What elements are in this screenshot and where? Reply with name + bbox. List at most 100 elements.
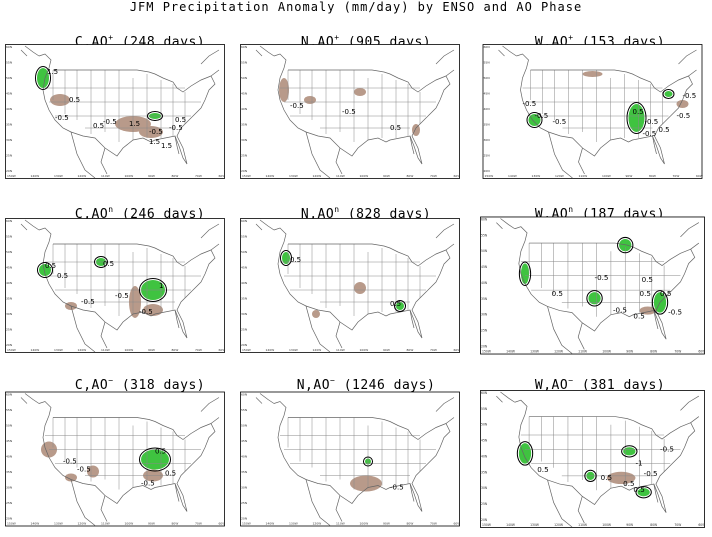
contour-label: 0.5 (633, 108, 644, 116)
state-boundaries (45, 435, 201, 476)
longitude-tick-label: 140W (266, 522, 275, 526)
anomaly-contour (37, 262, 53, 278)
coastline (200, 397, 220, 424)
latitude-tick-label: 45N (6, 92, 12, 96)
longitude-tick-label: 70W (430, 174, 437, 178)
wet-anomaly-area (518, 443, 532, 464)
anomaly-contour (35, 66, 51, 90)
map-frame (240, 391, 460, 527)
map-panel-n-aon: 0.5 0.5 150W 140W 130W 120W 110W 100W 90W 80W 70W 6… (240, 218, 460, 353)
longitude-tick-label: 120W (313, 522, 322, 526)
longitude-tick-label: 90W (383, 174, 390, 178)
anomaly-contour (586, 290, 603, 307)
panel-title-c-aominus: C,AO− (318 days) (30, 374, 250, 393)
latitude-tick-label: 30N (241, 312, 247, 316)
latitude-tick-label: 45N (241, 92, 247, 96)
contour-label: 1.5 (161, 142, 172, 150)
panel-phase: C,AO (74, 207, 109, 222)
latitude-tick-label: 35N (484, 123, 490, 127)
latitude-tick-label: 60N (481, 391, 487, 395)
wet-anomaly-area (628, 104, 645, 132)
latitude-tick-label: 25N (6, 501, 12, 505)
ao-superscript: + (334, 33, 340, 42)
coastline (653, 310, 659, 330)
latitude-tick-label: 50N (484, 76, 490, 80)
latitude-tick-label: 25N (241, 154, 247, 158)
contour-label: -0.5 (643, 130, 657, 138)
longitude-tick-label: 110W (579, 174, 588, 178)
latitude-tick-label: 55N (481, 233, 487, 237)
latitude-tick-label: 30N (6, 312, 12, 316)
ao-superscript: n (568, 205, 574, 214)
latitude-tick-label: 45N (241, 266, 247, 270)
state-boundaries (520, 261, 681, 303)
longitude-tick-label: 80W (407, 348, 414, 352)
latitude-tick-label: 20N (241, 169, 247, 173)
longitude-tick-label: 90W (383, 522, 390, 526)
dry-anomaly-area (139, 126, 163, 138)
coastline (255, 393, 275, 404)
latitude-tick-label: 20N (481, 518, 487, 522)
dry-anomaly-area (606, 471, 636, 485)
longitude-tick-label: 140W (31, 522, 40, 526)
longitude-tick-label: 90W (148, 348, 155, 352)
latitude-tick-label: 40N (241, 455, 247, 459)
contour-label: -0.5 (55, 114, 69, 122)
map-panel-w-aon: 0.5 -0.5 0.5 -0.5 0.5 -0.5 0.5 0.5 150W 140W 130W 1… (480, 216, 705, 355)
coastline (174, 309, 180, 329)
latitude-tick-label: 50N (6, 76, 12, 80)
contour-label: 0.5 (290, 256, 301, 264)
ao-superscript: − (330, 376, 336, 385)
latitude-tick-label: 50N (481, 423, 487, 427)
longitude-tick-label: 100W (125, 348, 134, 352)
wet-anomaly-area (396, 302, 404, 310)
coastline (70, 305, 108, 353)
latitude-tick-label: 20N (241, 343, 247, 347)
longitude-tick-label: 80W (407, 174, 414, 178)
ao-superscript: + (108, 33, 114, 42)
wet-anomaly-area (664, 91, 673, 97)
wet-anomaly-area (141, 449, 169, 470)
contour-label: 0.5 (165, 470, 176, 478)
latitude-tick-label: 40N (6, 107, 12, 111)
panel-phase: C,AO (74, 378, 109, 393)
contour-label: -0.5 (141, 480, 155, 488)
contour-label: 0.5 (601, 473, 612, 482)
dry-anomaly-area (676, 100, 689, 108)
state-boundaries (522, 87, 679, 129)
wet-anomaly-area (37, 68, 49, 88)
anomaly-contour (280, 250, 292, 266)
latitude-tick-label: 55N (484, 61, 490, 65)
longitude-tick-label: 150W (7, 348, 16, 352)
longitude-tick-label: 80W (172, 348, 179, 352)
latitude-tick-label: 50N (481, 249, 487, 253)
longitude-tick-label: 130W (289, 522, 298, 526)
contour-label: 0.5 (155, 448, 166, 456)
anomaly-contour (621, 445, 638, 458)
map-frame (5, 218, 225, 353)
map-frame (5, 391, 225, 527)
contour-label: -0.5 (390, 484, 404, 492)
longitude-tick-label: 80W (650, 523, 657, 527)
latitude-tick-label: 35N (6, 123, 12, 127)
longitude-tick-label: 100W (602, 349, 611, 353)
latitude-tick-label: 60N (6, 45, 12, 49)
map-frame (240, 44, 460, 179)
longitude-tick-label: 130W (289, 174, 298, 178)
coastline (409, 483, 415, 502)
ao-superscript: − (108, 376, 114, 385)
longitude-tick-label: 60W (219, 522, 226, 526)
contour-label: 0.5 (45, 262, 56, 270)
coastline (514, 226, 696, 340)
longitude-tick-label: 150W (242, 522, 251, 526)
latitude-tick-label: 45N (6, 439, 12, 443)
panel-days: (318 days) (121, 378, 206, 393)
longitude-tick-label: 70W (195, 522, 202, 526)
dry-anomaly-area (582, 71, 603, 77)
longitude-tick-label: 140W (31, 348, 40, 352)
contour-label: -0.5 (77, 466, 91, 474)
panel-days: (381 days) (581, 378, 666, 393)
longitude-tick-label: 70W (195, 174, 202, 178)
coastline (548, 131, 585, 179)
